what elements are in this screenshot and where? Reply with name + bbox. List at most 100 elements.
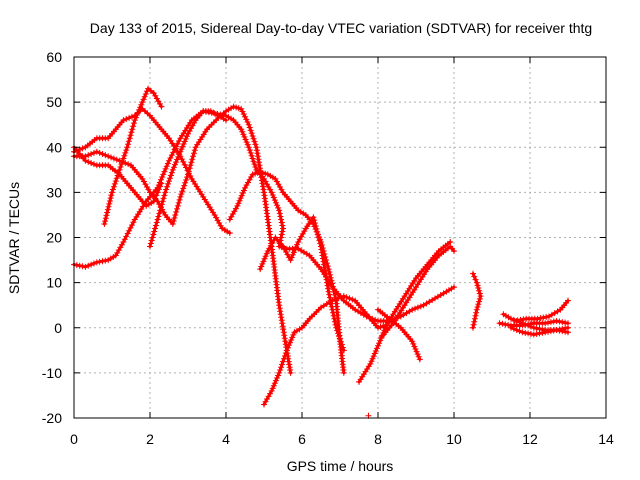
data-point: [125, 141, 132, 148]
data-point: [160, 171, 167, 178]
data-point: [180, 185, 187, 192]
data-point: [155, 186, 162, 193]
data-point: [502, 321, 509, 328]
series-s11: [375, 306, 423, 363]
data-point: [340, 369, 347, 376]
data-point: [90, 149, 97, 156]
data-point: [320, 258, 327, 265]
data-point: [164, 160, 171, 167]
data-point: [238, 126, 245, 133]
data-point: [280, 329, 287, 336]
data-point: [277, 311, 284, 318]
data-point: [135, 109, 142, 116]
data-point: [338, 341, 345, 348]
data-point: [333, 324, 340, 331]
data-point: [324, 279, 331, 286]
data-point: [522, 321, 529, 328]
data-point: [330, 312, 337, 319]
data-point: [553, 327, 560, 334]
data-point: [238, 192, 245, 199]
data-point: [496, 320, 503, 327]
data-point: [330, 286, 337, 293]
data-point: [562, 319, 569, 326]
data-point: [330, 309, 337, 316]
data-point: [240, 111, 247, 118]
data-point: [325, 266, 332, 273]
data-point: [553, 317, 560, 324]
data-point: [130, 120, 137, 127]
x-tick-label: 0: [70, 431, 78, 447]
y-tick-label: -10: [42, 365, 62, 381]
data-point: [244, 141, 251, 148]
data-point: [171, 214, 178, 221]
data-point: [130, 219, 137, 226]
data-point: [125, 138, 132, 145]
data-point: [79, 263, 86, 270]
y-tick-label: 30: [46, 184, 62, 200]
data-point: [179, 188, 186, 195]
data-point: [239, 108, 246, 115]
data-point: [172, 211, 179, 218]
data-point: [131, 117, 138, 124]
data-point: [115, 169, 122, 176]
data-point: [262, 253, 269, 260]
data-point: [153, 219, 160, 226]
data-point: [312, 222, 319, 229]
y-axis-label: SDTVAR / TECUs: [6, 182, 22, 294]
data-point: [514, 317, 521, 324]
data-point: [174, 156, 181, 163]
data-point: [223, 117, 229, 124]
data-point: [73, 262, 80, 269]
data-point: [279, 323, 286, 330]
data-point: [173, 143, 180, 150]
data-point: [166, 175, 173, 182]
data-point: [278, 364, 285, 371]
data-point: [110, 183, 117, 190]
data-point: [103, 212, 110, 219]
data-point: [416, 356, 423, 363]
data-point: [329, 283, 336, 290]
data-point: [140, 96, 147, 103]
data-point: [153, 192, 160, 199]
data-point: [105, 203, 112, 210]
data-point: [147, 240, 154, 247]
data-point: [274, 202, 281, 209]
data-point: [127, 132, 134, 139]
data-point: [186, 165, 193, 172]
data-point: [540, 314, 547, 321]
data-point: [165, 180, 172, 187]
data-point: [329, 306, 336, 313]
data-point: [185, 171, 191, 178]
data-point: [287, 257, 294, 264]
data-point: [109, 186, 116, 193]
data-point: [167, 154, 174, 161]
data-point: [476, 290, 483, 297]
data-point: [121, 152, 128, 159]
data-point: [417, 303, 424, 310]
data-point: [170, 164, 177, 171]
data-point: [268, 387, 275, 394]
data-point: [559, 319, 566, 326]
data-point: [254, 150, 261, 157]
data-point: [191, 147, 198, 154]
data-point: [475, 285, 482, 292]
data-point: [246, 124, 253, 131]
data-point: [476, 298, 483, 305]
data-point: [321, 261, 328, 268]
data-point: [472, 276, 479, 283]
data-point: [257, 169, 264, 176]
data-point: [313, 225, 320, 232]
y-tick-label: -20: [42, 410, 62, 426]
data-point: [269, 191, 276, 198]
data-point: [247, 127, 254, 134]
data-point: [233, 104, 240, 111]
data-point: [161, 168, 168, 175]
data-point: [314, 231, 321, 238]
data-point: [161, 192, 168, 199]
data-point: [270, 382, 277, 389]
data-point: [181, 182, 188, 189]
data-point: [112, 178, 119, 185]
data-point: [277, 213, 284, 220]
data-point: [278, 234, 285, 241]
data-point: [242, 136, 249, 143]
